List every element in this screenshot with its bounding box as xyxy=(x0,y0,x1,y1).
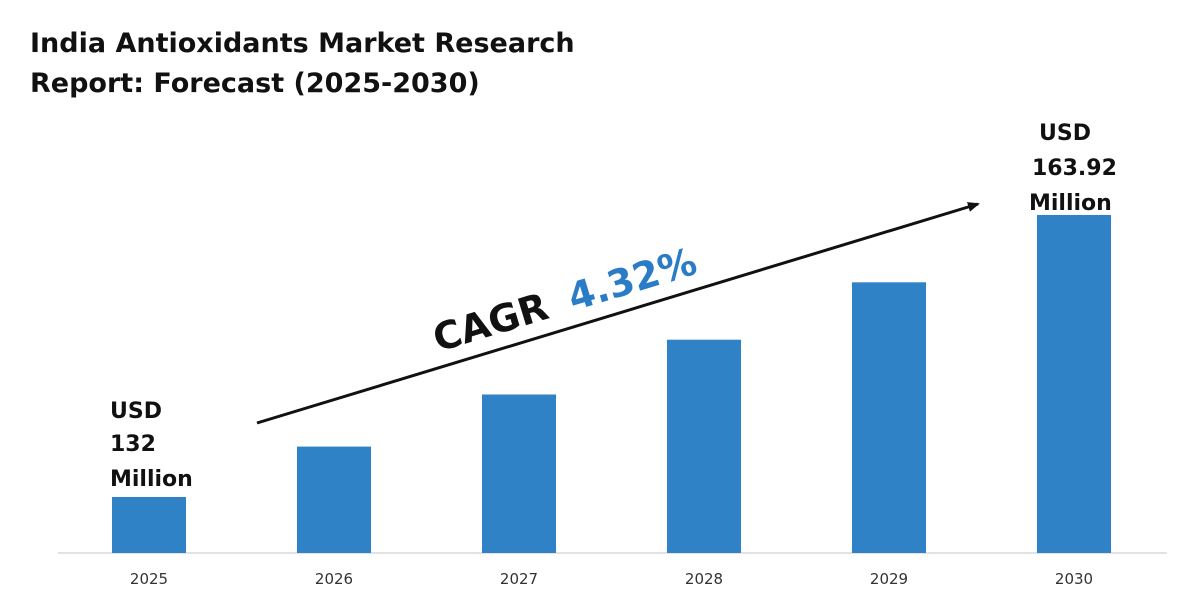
end-label-currency: USD xyxy=(1039,121,1091,146)
bars-group xyxy=(112,215,1111,553)
x-tick-label-2028: 2028 xyxy=(685,570,723,588)
bar-2027 xyxy=(482,394,556,553)
chart-title-line-2: Report: Forecast (2025-2030) xyxy=(30,68,480,99)
start-label-amount: 132 xyxy=(110,432,156,457)
bar-2029 xyxy=(852,282,926,553)
bar-2030 xyxy=(1037,215,1111,553)
x-tick-label-2027: 2027 xyxy=(500,570,538,588)
bar-2025 xyxy=(112,497,186,553)
end-label-unit: Million xyxy=(1029,191,1112,216)
bar-2026 xyxy=(297,446,371,553)
x-tick-label-2030: 2030 xyxy=(1055,570,1093,588)
start-label-currency: USD xyxy=(110,399,162,424)
x-tick-label-2025: 2025 xyxy=(130,570,168,588)
end-value-label: USD 163.92 Million xyxy=(1029,121,1117,216)
chart-title: India Antioxidants Market Research Repor… xyxy=(30,24,650,104)
x-tick-label-2029: 2029 xyxy=(870,570,908,588)
bar-2028 xyxy=(667,339,741,553)
x-tick-labels: 2025 2026 2027 2028 2029 2030 xyxy=(130,570,1093,588)
start-label-unit: Million xyxy=(110,467,193,492)
x-tick-label-2026: 2026 xyxy=(315,570,353,588)
cagr-label: CAGR xyxy=(428,284,553,360)
chart-title-line-1: India Antioxidants Market Research xyxy=(30,28,575,59)
cagr-trend-arrow xyxy=(256,202,980,425)
start-value-label: USD 132 Million xyxy=(110,399,193,492)
end-label-amount: 163.92 xyxy=(1032,156,1117,181)
